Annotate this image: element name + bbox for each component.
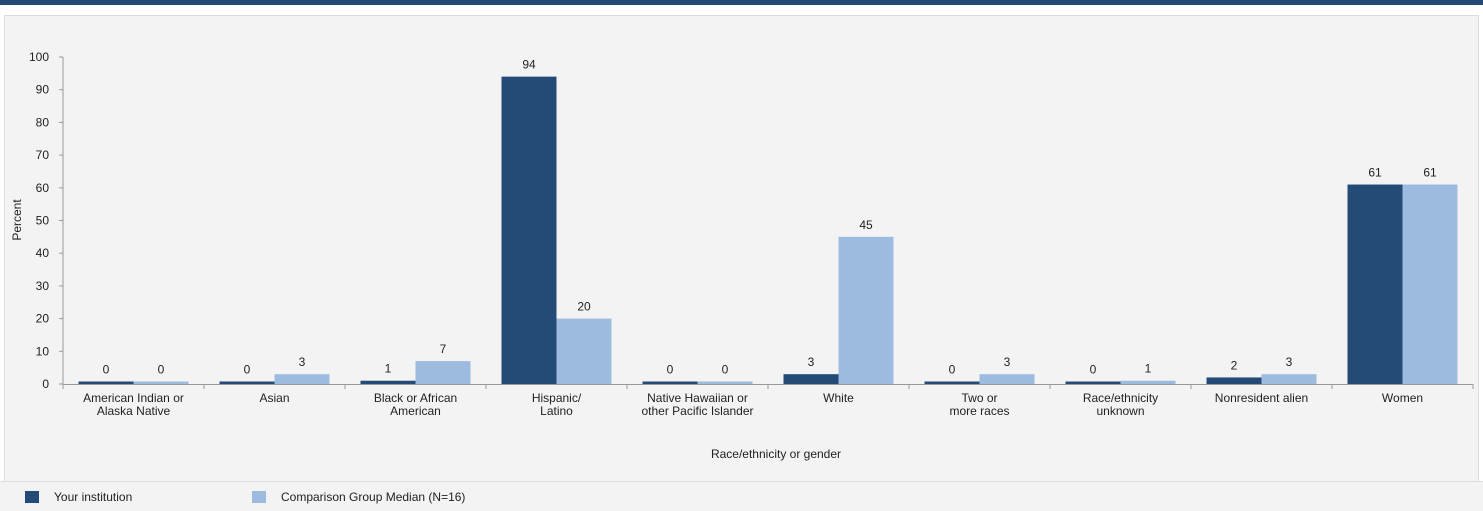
y-tick-label: 30 — [36, 279, 50, 293]
category-label: Women — [1382, 391, 1423, 405]
category-label-line: Nonresident alien — [1215, 391, 1308, 405]
category-label-line: more races — [949, 404, 1009, 418]
category-label-line: Latino — [540, 404, 573, 418]
category-label: Two or more races — [949, 391, 1009, 418]
category-label-line: Asian — [259, 391, 289, 405]
bar-value-label: 94 — [522, 58, 536, 72]
bar-value-label: 3 — [808, 355, 815, 369]
bar-comparison — [1261, 374, 1317, 384]
bar-value-label: 1 — [385, 362, 392, 376]
x-axis-label: Race/ethnicity or gender — [711, 447, 841, 461]
y-tick-label: 80 — [36, 115, 50, 129]
bar-comparison — [697, 381, 753, 384]
category-label-line: Women — [1382, 391, 1423, 405]
y-axis-label: Percent — [10, 199, 24, 241]
bar-value-label: 0 — [949, 363, 956, 377]
category-label-line: Native Hawaiian or — [647, 391, 748, 405]
top-accent-bar — [0, 0, 1483, 5]
category-label-line: Black or African — [374, 391, 457, 405]
bar-comparison — [415, 361, 471, 384]
bar-value-label: 0 — [667, 363, 674, 377]
bar-comparison — [133, 381, 189, 384]
bar-your-institution — [924, 381, 980, 384]
bar-comparison — [838, 236, 894, 384]
bar-comparison — [979, 374, 1035, 384]
bar-value-label: 20 — [577, 300, 591, 314]
category-label-line: unknown — [1096, 404, 1144, 418]
bar-comparison — [274, 374, 330, 384]
bar-value-label: 1 — [1145, 362, 1152, 376]
bar-comparison — [1120, 380, 1176, 384]
bar-your-institution — [78, 381, 134, 384]
bar-value-label: 0 — [103, 363, 110, 377]
y-tick-label: 40 — [36, 246, 50, 260]
category-label: Black or African American — [374, 391, 457, 418]
bar-your-institution — [360, 380, 416, 384]
bar-your-institution — [1347, 184, 1403, 384]
legend-swatch-your-institution — [25, 491, 39, 503]
bar-value-label: 3 — [1286, 355, 1293, 369]
category-label: Native Hawaiian or other Pacific Islander — [641, 391, 753, 418]
chart-panel — [4, 15, 1479, 510]
category-label-line: Alaska Native — [97, 404, 171, 418]
legend-label-comparison: Comparison Group Median (N=16) — [281, 490, 466, 504]
bar-your-institution — [1206, 377, 1262, 384]
category-label-line: Race/ethnicity — [1083, 391, 1158, 405]
category-label: Race/ethnicity unknown — [1083, 391, 1158, 418]
bar-value-label: 61 — [1423, 166, 1437, 180]
category-label-line: Two or — [961, 391, 997, 405]
legend-label-your-institution: Your institution — [54, 490, 133, 504]
bar-your-institution — [501, 76, 557, 385]
legend: Your institution Comparison Group Median… — [0, 481, 1483, 511]
category-label: Nonresident alien — [1215, 391, 1308, 405]
y-tick-label: 10 — [36, 344, 50, 358]
category-label-line: American — [390, 404, 441, 418]
bar-value-label: 61 — [1368, 166, 1382, 180]
bar-value-label: 0 — [244, 363, 251, 377]
y-tick-label: 0 — [42, 377, 49, 391]
y-tick-label: 90 — [36, 83, 50, 97]
bar-value-label: 0 — [158, 363, 165, 377]
bar-your-institution — [219, 381, 275, 384]
bar-value-label: 0 — [722, 363, 729, 377]
y-tick-label: 100 — [29, 50, 49, 64]
y-tick-label: 60 — [36, 181, 50, 195]
legend-swatch-comparison — [252, 491, 266, 503]
y-tick-label: 50 — [36, 214, 50, 228]
bar-value-label: 0 — [1090, 363, 1097, 377]
category-label-line: Hispanic/ — [532, 391, 582, 405]
category-label-line: American Indian or — [83, 391, 184, 405]
category-label-line: White — [823, 391, 854, 405]
bar-comparison — [1402, 184, 1458, 384]
category-label-line: other Pacific Islander — [641, 404, 753, 418]
bar-value-label: 7 — [440, 342, 447, 356]
category-label: American Indian or Alaska Native — [83, 391, 184, 418]
bar-comparison — [556, 318, 612, 384]
legend-item-your-institution: Your institution — [25, 490, 132, 504]
category-label: Asian — [259, 391, 289, 405]
bar-your-institution — [783, 374, 839, 384]
bar-value-label: 3 — [299, 355, 306, 369]
bar-value-label: 2 — [1231, 358, 1238, 372]
bar-value-label: 3 — [1004, 355, 1011, 369]
y-tick-label: 20 — [36, 312, 50, 326]
y-tick-label: 70 — [36, 148, 50, 162]
legend-item-comparison: Comparison Group Median (N=16) — [252, 490, 465, 504]
bar-value-label: 45 — [859, 218, 873, 232]
bar-your-institution — [642, 381, 698, 384]
category-label: White — [823, 391, 854, 405]
bar-your-institution — [1065, 381, 1121, 384]
category-label: Hispanic/Latino — [532, 391, 582, 418]
